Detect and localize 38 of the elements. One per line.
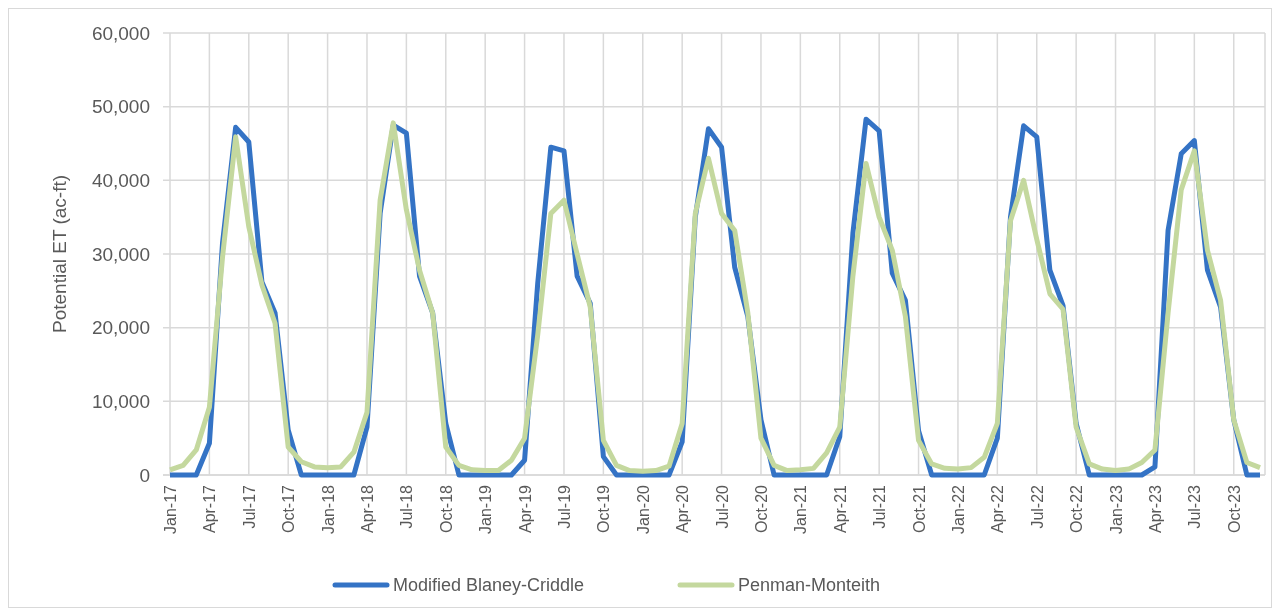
x-tick-label: Apr-23 bbox=[1146, 484, 1164, 534]
x-tick-label: Oct-23 bbox=[1225, 484, 1243, 534]
x-tick-label: Jul-21 bbox=[871, 484, 889, 529]
x-tick-label: Jul-23 bbox=[1186, 484, 1204, 529]
x-tick-label: Jan-21 bbox=[792, 484, 810, 534]
x-tick-label: Jan-20 bbox=[634, 484, 652, 534]
y-tick-label: 40,000 bbox=[91, 169, 150, 191]
x-tick-label: Jul-18 bbox=[398, 484, 416, 529]
legend-label: Penman-Monteith bbox=[738, 575, 881, 596]
x-tick-label: Jul-20 bbox=[713, 484, 731, 529]
x-tick-label: Apr-17 bbox=[201, 484, 219, 534]
x-tick-label: Apr-21 bbox=[831, 484, 849, 534]
x-tick-label: Apr-20 bbox=[674, 484, 692, 534]
y-tick-label: 0 bbox=[139, 464, 150, 486]
y-tick-label: 30,000 bbox=[91, 243, 150, 265]
x-tick-label: Apr-18 bbox=[358, 484, 376, 534]
x-tick-label: Jan-18 bbox=[319, 484, 337, 534]
y-tick-label: 60,000 bbox=[91, 22, 150, 44]
x-tick-label: Oct-21 bbox=[910, 484, 928, 534]
y-tick-label: 50,000 bbox=[91, 96, 150, 118]
x-tick-label: Jan-17 bbox=[162, 484, 179, 534]
x-tick-label: Jan-19 bbox=[477, 484, 495, 534]
legend-label: Modified Blaney-Criddle bbox=[393, 575, 585, 596]
y-axis-title: Potential ET (ac-ft) bbox=[49, 174, 70, 334]
y-tick-label: 10,000 bbox=[91, 390, 150, 412]
x-tick-label: Jan-23 bbox=[1107, 484, 1125, 534]
y-tick-label: 20,000 bbox=[91, 317, 150, 339]
x-tick-label: Jul-19 bbox=[555, 484, 573, 529]
x-tick-label: Apr-22 bbox=[989, 484, 1007, 534]
x-tick-label: Jan-22 bbox=[949, 484, 967, 534]
x-tick-label: Oct-18 bbox=[437, 484, 455, 534]
x-tick-label: Jul-22 bbox=[1028, 484, 1046, 529]
x-tick-label: Oct-19 bbox=[595, 484, 613, 534]
x-tick-label: Jul-17 bbox=[240, 484, 258, 529]
x-tick-label: Apr-19 bbox=[516, 484, 534, 534]
x-tick-label: Oct-20 bbox=[752, 484, 770, 534]
x-tick-label: Oct-22 bbox=[1068, 484, 1086, 534]
x-tick-label: Oct-17 bbox=[280, 484, 298, 534]
